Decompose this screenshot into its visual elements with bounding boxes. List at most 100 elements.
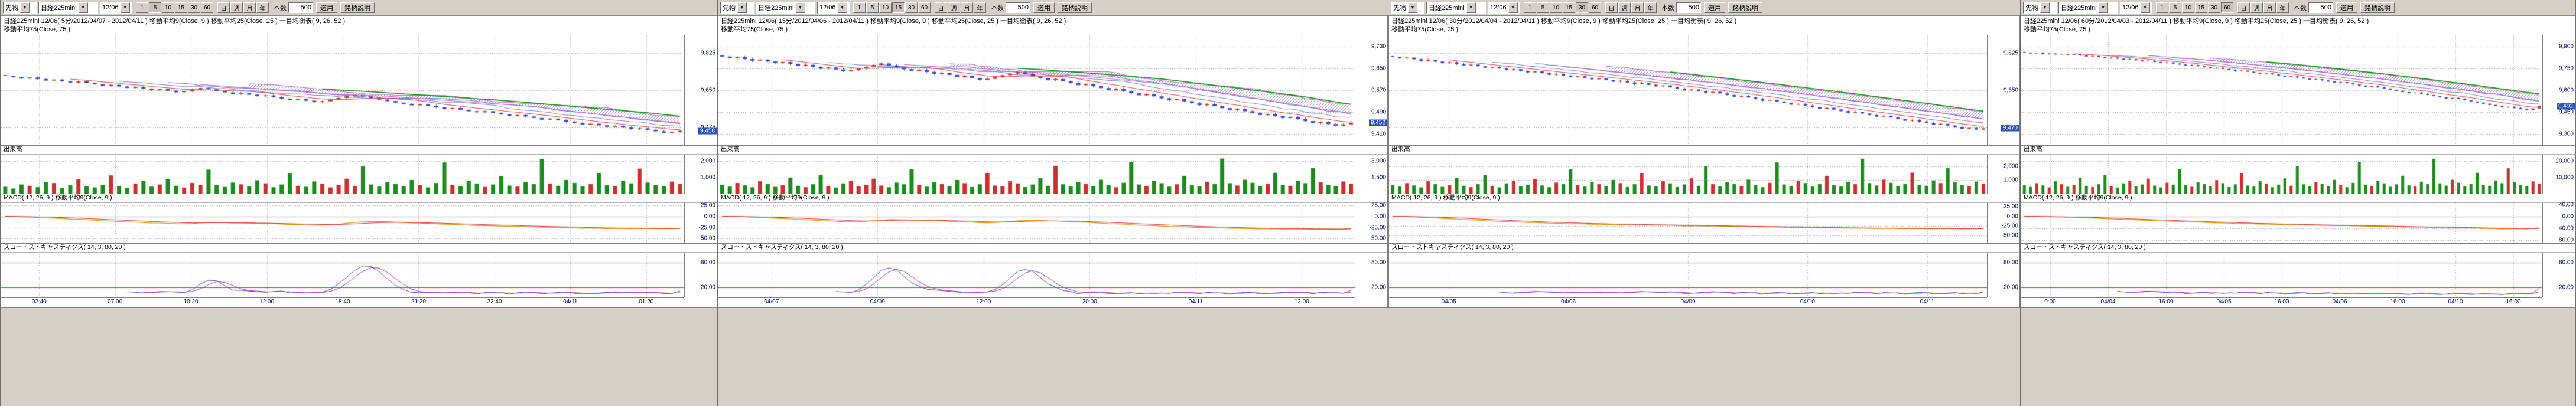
stoch-plot[interactable] <box>1389 253 1987 297</box>
interval-button-30min[interactable]: 30 <box>188 2 200 13</box>
market-select[interactable]: 先物 ▼ <box>1391 2 1424 14</box>
contract-select[interactable]: 12/06 ▼ <box>2120 2 2152 14</box>
macd-canvas <box>1389 203 1987 243</box>
period-button[interactable]: 日 <box>2237 2 2250 13</box>
interval-button-1min[interactable]: 1 <box>136 2 148 13</box>
apply-button[interactable]: 適用 <box>316 2 337 13</box>
market-select-value: 先物 <box>1393 5 1406 12</box>
chevron-down-icon: ▼ <box>2140 2 2150 13</box>
macd-plot[interactable] <box>1 203 684 243</box>
volume-plot[interactable] <box>718 155 1355 194</box>
interval-button-15min[interactable]: 15 <box>2195 2 2207 13</box>
volume-plot[interactable] <box>1389 155 1987 194</box>
apply-button[interactable]: 適用 <box>1033 2 1055 13</box>
interval-button-5min[interactable]: 5 <box>866 2 879 13</box>
symbol-select[interactable]: 日経225mini ▼ <box>2058 2 2118 14</box>
interval-button-15min[interactable]: 15 <box>892 2 905 13</box>
apply-button[interactable]: 適用 <box>1704 2 1725 13</box>
contract-select[interactable]: 12/06 ▼ <box>100 2 132 14</box>
interval-button-60min[interactable]: 60 <box>2221 2 2233 13</box>
bars-input[interactable] <box>1676 2 1701 13</box>
price-plot[interactable] <box>718 35 1355 145</box>
price-plot[interactable] <box>1389 35 1987 145</box>
interval-button-10min[interactable]: 10 <box>879 2 892 13</box>
interval-button-30min[interactable]: 30 <box>905 2 918 13</box>
time-label: 04/10 <box>2448 299 2463 305</box>
apply-button[interactable]: 適用 <box>2336 2 2357 13</box>
stoch-plot[interactable] <box>718 253 1355 297</box>
time-label: 16:00 <box>2390 299 2405 305</box>
period-buttons: 日週月年 <box>217 2 269 13</box>
interval-button-10min[interactable]: 10 <box>1550 2 1562 13</box>
stoch-plot[interactable] <box>2021 253 2542 297</box>
stoch-plot[interactable] <box>1 253 684 297</box>
symbol-select[interactable]: 日経225mini ▼ <box>756 2 815 14</box>
period-button[interactable]: 年 <box>1644 2 1657 13</box>
interval-button-1min[interactable]: 1 <box>1524 2 1536 13</box>
interval-button-60min[interactable]: 60 <box>918 2 931 13</box>
period-button[interactable]: 年 <box>974 2 986 13</box>
macd-plot[interactable] <box>1389 203 1987 243</box>
macd-plot[interactable] <box>2021 203 2542 243</box>
interval-button-10min[interactable]: 10 <box>2182 2 2194 13</box>
axis-tick: -50.00 <box>1369 235 1386 242</box>
price-axis: 9,825 9,650 9,4759,458 <box>684 35 717 145</box>
interval-button-30min[interactable]: 30 <box>1576 2 1588 13</box>
time-label: 0:00 <box>2044 299 2056 305</box>
interval-button-15min[interactable]: 15 <box>175 2 187 13</box>
axis-tick: 9,600 <box>2558 87 2574 94</box>
market-select[interactable]: 先物 ▼ <box>3 2 37 14</box>
interval-button-1min[interactable]: 1 <box>853 2 866 13</box>
price-plot[interactable] <box>1 35 684 145</box>
period-button[interactable]: 日 <box>1605 2 1618 13</box>
period-button[interactable]: 日 <box>935 2 947 13</box>
time-label: 04/06 <box>1561 299 1576 305</box>
interval-button-30min[interactable]: 30 <box>2208 2 2220 13</box>
period-button[interactable]: 週 <box>2250 2 2263 13</box>
period-button[interactable]: 日 <box>217 2 230 13</box>
interval-button-10min[interactable]: 10 <box>162 2 174 13</box>
symbol-info-button[interactable]: 銘柄説明 <box>2360 2 2395 13</box>
period-button[interactable]: 週 <box>1618 2 1631 13</box>
symbol-info-button[interactable]: 銘柄説明 <box>340 2 375 13</box>
symbol-info-button[interactable]: 銘柄説明 <box>1728 2 1762 13</box>
volume-plot[interactable] <box>2021 155 2542 194</box>
market-select[interactable]: 先物 ▼ <box>2023 2 2057 14</box>
symbol-select[interactable]: 日経225mini ▼ <box>1426 2 1486 14</box>
interval-button-5min[interactable]: 5 <box>149 2 161 13</box>
symbol-info-button[interactable]: 銘柄説明 <box>1058 2 1092 13</box>
interval-button-1min[interactable]: 1 <box>2156 2 2168 13</box>
volume-plot[interactable] <box>1 155 684 194</box>
period-button[interactable]: 年 <box>256 2 269 13</box>
period-button[interactable]: 月 <box>2263 2 2276 13</box>
contract-select[interactable]: 12/06 ▼ <box>1488 2 1520 14</box>
interval-button-5min[interactable]: 5 <box>1537 2 1549 13</box>
panel-toolbar: 先物 ▼ 日経225mini ▼ 12/06 ▼ 1 5 10 15 30 60 日週月年… <box>1388 0 2020 15</box>
price-axis: 9,730 9,650 9,570 9,490 9,410 9,452 <box>1355 35 1387 145</box>
bars-input[interactable] <box>288 2 313 13</box>
period-button[interactable]: 月 <box>961 2 973 13</box>
last-price-badge: 9,458 <box>698 127 717 135</box>
contract-select[interactable]: 12/06 ▼ <box>817 2 850 14</box>
price-plot[interactable] <box>2021 35 2542 145</box>
period-button[interactable]: 年 <box>2276 2 2289 13</box>
bars-input[interactable] <box>1006 2 1030 13</box>
time-axis: 04/07 04/09 12:00 20:00 04/11 12:00 <box>718 297 1355 307</box>
time-label: 04/09 <box>870 299 885 305</box>
chevron-down-icon: ▼ <box>837 2 847 13</box>
price-canvas <box>1389 35 1987 145</box>
interval-button-60min[interactable]: 60 <box>1589 2 1601 13</box>
chevron-down-icon: ▼ <box>20 2 30 13</box>
market-select[interactable]: 先物 ▼ <box>720 2 754 14</box>
period-button[interactable]: 週 <box>230 2 243 13</box>
period-button[interactable]: 週 <box>948 2 960 13</box>
interval-button-5min[interactable]: 5 <box>2169 2 2181 13</box>
period-button[interactable]: 月 <box>1631 2 1644 13</box>
bars-input[interactable] <box>2308 2 2333 13</box>
interval-button-15min[interactable]: 15 <box>1563 2 1575 13</box>
macd-plot[interactable] <box>718 203 1355 243</box>
period-button[interactable]: 月 <box>243 2 256 13</box>
interval-button-60min[interactable]: 60 <box>201 2 213 13</box>
symbol-select[interactable]: 日経225mini ▼ <box>38 2 98 14</box>
